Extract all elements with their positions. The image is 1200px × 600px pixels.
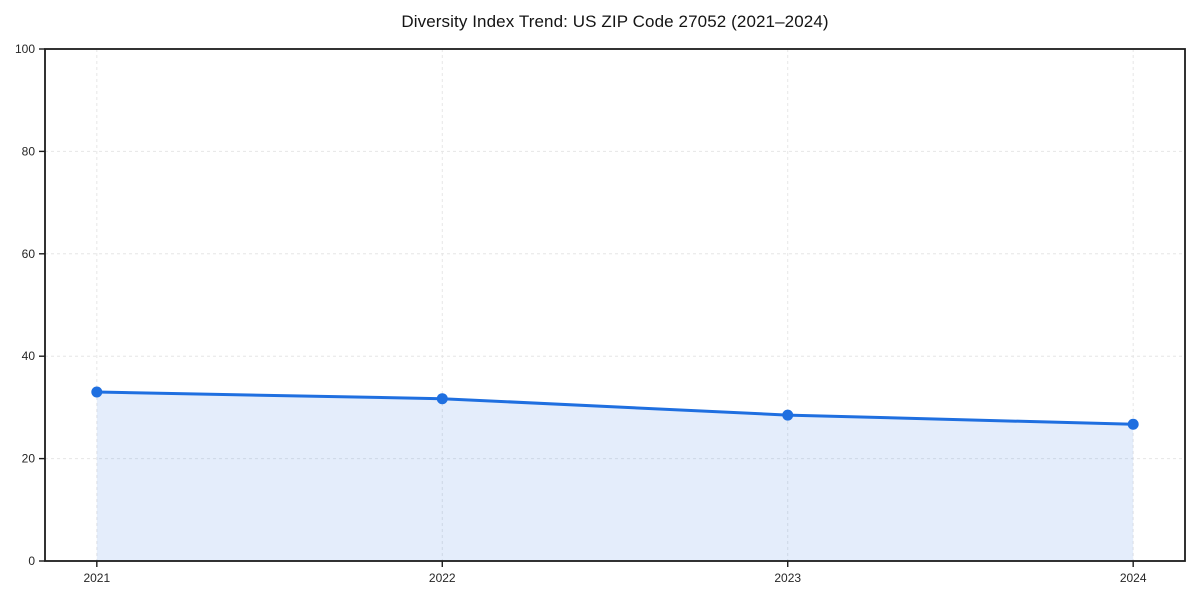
y-tick-label: 60 (22, 247, 36, 261)
data-point-marker (782, 409, 794, 421)
data-point-marker (1127, 418, 1139, 430)
chart-title: Diversity Index Trend: US ZIP Code 27052… (401, 12, 829, 31)
data-point-marker (436, 393, 448, 405)
area-fill (96, 392, 1134, 561)
x-tick-label: 2023 (774, 571, 801, 585)
plot-border (44, 48, 1186, 562)
y-tick-label: 0 (28, 554, 35, 568)
y-tick-label: 100 (15, 42, 35, 56)
x-tick-label: 2024 (1120, 571, 1147, 585)
trend-line (95, 390, 1135, 426)
y-tick-label: 20 (22, 452, 36, 466)
x-tick-label: 2022 (429, 571, 456, 585)
x-tick-label: 2021 (83, 571, 110, 585)
y-tick-label: 80 (22, 144, 36, 158)
y-tick-label: 40 (22, 349, 36, 363)
data-point-marker (91, 386, 103, 398)
